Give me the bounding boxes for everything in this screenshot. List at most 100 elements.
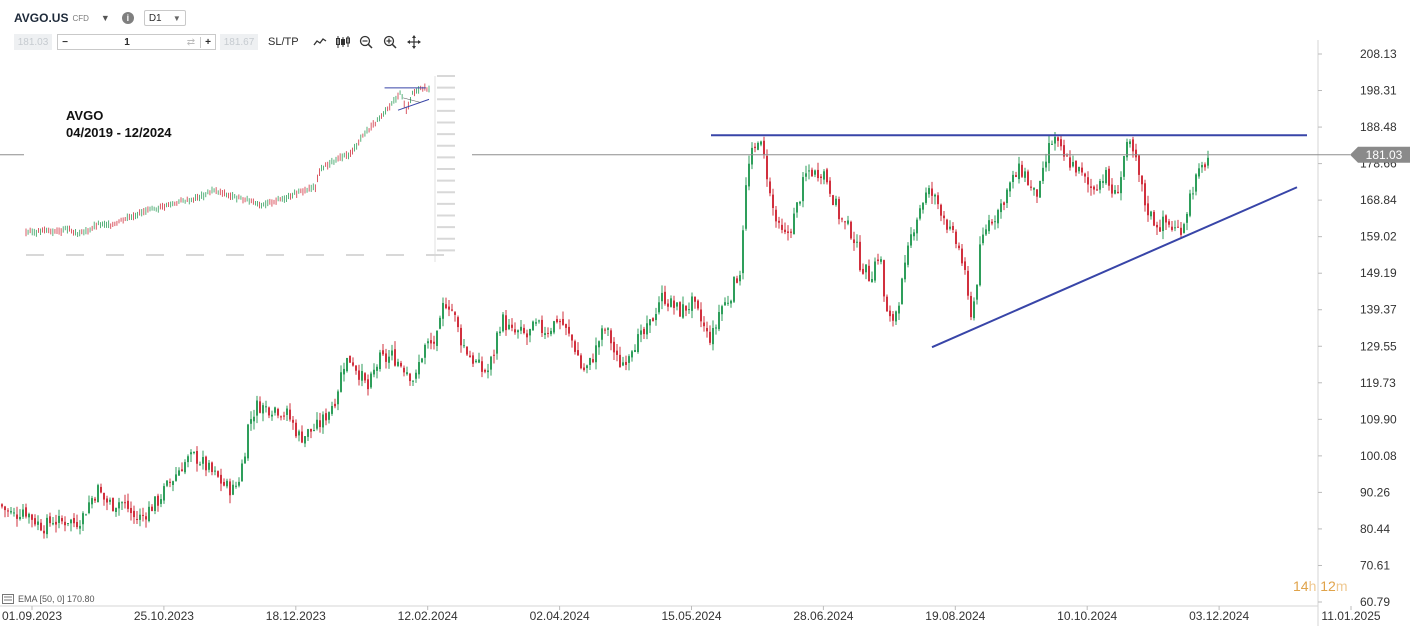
candle-down [1063, 145, 1065, 157]
candle-down [469, 355, 471, 358]
candle-up [691, 296, 693, 311]
candle-up [1123, 156, 1125, 177]
candle-down [1030, 186, 1032, 188]
sell-price-button[interactable]: 181.03 [14, 34, 52, 50]
dropdown-caret-icon[interactable]: ▼ [100, 13, 110, 23]
indicator-legend[interactable]: EMA [50, 0] 170.80 [2, 594, 95, 604]
candle-down [43, 530, 45, 534]
candle-up [490, 356, 492, 370]
candle-down [103, 492, 105, 500]
candle-down [358, 370, 360, 380]
plus-icon[interactable]: + [200, 36, 215, 48]
candle-down [301, 431, 303, 443]
candle-down [787, 231, 789, 233]
candle-up [166, 480, 168, 486]
candle-down [454, 312, 456, 315]
candle-up [313, 430, 315, 432]
buy-price-button[interactable]: 181.67 [220, 34, 258, 50]
y-axis-tick-label: 159.02 [1360, 230, 1397, 244]
candle-up [976, 284, 978, 300]
candle-down [625, 361, 627, 365]
candle-up [163, 486, 165, 501]
candle-down [511, 324, 513, 328]
candle-up [1042, 167, 1044, 182]
candle-up [1114, 189, 1116, 194]
candle-up [184, 462, 186, 473]
candle-up [985, 229, 987, 235]
candle-down [766, 155, 768, 180]
candle-down [16, 514, 18, 519]
candle-up [799, 201, 801, 204]
candle-up [796, 202, 798, 213]
candle-down [781, 224, 783, 230]
quantity-input[interactable]: 1 [124, 36, 130, 48]
candle-up [535, 322, 537, 324]
minus-icon[interactable]: − [62, 36, 68, 48]
info-icon[interactable]: i [121, 12, 134, 24]
candle-up [262, 405, 264, 414]
candle-up [256, 400, 258, 416]
candle-down [277, 408, 279, 416]
candle-down [1147, 203, 1149, 216]
candle-down [559, 321, 561, 323]
candle-down [1168, 221, 1170, 225]
crosshair-icon[interactable] [406, 35, 421, 49]
candle-down [451, 309, 453, 311]
candle-up [178, 470, 180, 476]
y-axis-tick-label: 129.55 [1360, 339, 1397, 353]
candle-down [1180, 227, 1182, 235]
swap-icon[interactable]: ⇄ [186, 36, 196, 48]
candle-up [265, 406, 267, 408]
candle-up [748, 163, 750, 187]
candle-up [742, 230, 744, 274]
candle-up [97, 485, 99, 503]
zoom-out-icon[interactable] [359, 35, 373, 49]
candle-up [682, 304, 684, 318]
candle-up [79, 525, 81, 529]
candle-down [430, 340, 432, 344]
candle-up [328, 412, 330, 420]
candle-up [595, 345, 597, 363]
candle-down [1135, 149, 1137, 158]
candle-down [1060, 139, 1062, 147]
candle-down [562, 319, 564, 325]
candles-icon[interactable] [335, 35, 351, 49]
symbol-name[interactable]: AVGO.US [14, 11, 69, 25]
candle-up [895, 311, 897, 322]
candle-up [235, 485, 237, 487]
candle-up [628, 356, 630, 363]
candle-down [55, 521, 57, 525]
candle-up [553, 321, 555, 333]
candle-down [229, 481, 231, 496]
candle-up [463, 345, 465, 347]
candle-up [1201, 165, 1203, 168]
trendline-support [931, 186, 1298, 349]
zoom-in-icon[interactable] [383, 35, 397, 49]
candle-down [685, 305, 687, 311]
y-axis-tick-label: 80.44 [1360, 522, 1390, 536]
line-chart-icon[interactable] [313, 36, 327, 48]
candle-down [1138, 155, 1140, 175]
sltp-button[interactable]: SL/TP [268, 36, 299, 48]
indicator-label: EMA [50, 0] 170.80 [18, 594, 95, 604]
timer-hours: 14 [1293, 578, 1309, 594]
candle-up [538, 320, 540, 322]
candle-up [637, 334, 639, 353]
candle-up [370, 373, 372, 388]
candle-up [406, 372, 408, 375]
candle-down [886, 296, 888, 312]
candle-down [145, 516, 147, 520]
timeframe-select[interactable]: D1 ▼ [143, 10, 186, 26]
candle-down [619, 354, 621, 368]
x-axis-tick-label: 11.01.2025 [1321, 609, 1380, 623]
candle-down [130, 507, 132, 514]
candle-up [271, 414, 273, 417]
candle-down [967, 270, 969, 296]
candle-down [784, 229, 786, 233]
quantity-stepper[interactable]: − 1 ⇄ + [57, 34, 216, 50]
candle-up [814, 170, 816, 175]
candle-down [568, 326, 570, 334]
candle-up [598, 341, 600, 348]
candle-down [697, 300, 699, 309]
